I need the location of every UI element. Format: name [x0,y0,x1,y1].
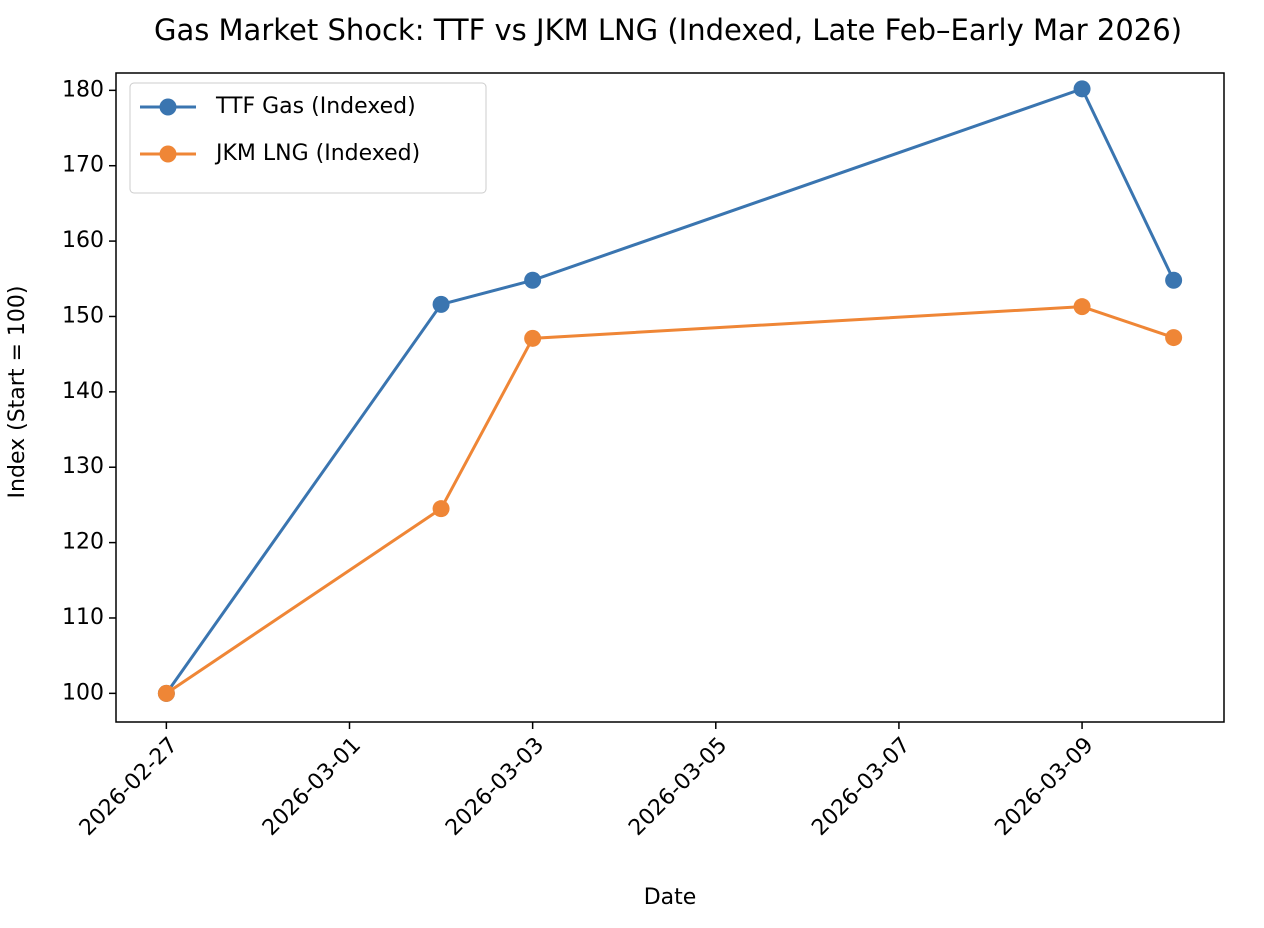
y-tick-label: 100 [62,680,104,705]
legend-label: JKM LNG (Indexed) [214,141,420,166]
data-point [1073,80,1091,98]
data-point [524,329,542,347]
x-axis-label: Date [644,885,697,910]
chart-title: Gas Market Shock: TTF vs JKM LNG (Indexe… [154,13,1182,47]
x-tick-label: 2026-02-27 [75,733,183,841]
data-point [524,271,542,289]
y-axis-label: Index (Start = 100) [5,286,30,499]
y-tick-label: 120 [62,530,104,555]
legend-box [129,82,487,194]
series-line [165,305,1175,695]
data-point [432,500,450,518]
x-tick-label: 2026-03-07 [807,733,915,841]
y-tick-label: 140 [62,379,104,404]
data-point [1165,329,1183,347]
x-tick-label: 2026-03-01 [258,733,366,841]
legend-label: TTF Gas (Indexed) [215,94,416,119]
data-point [1073,298,1091,316]
data-point [432,295,450,313]
y-tick-label: 160 [62,228,104,253]
data-point [1165,271,1183,289]
y-tick-label: 110 [62,605,104,630]
x-tick-label: 2026-03-03 [441,733,549,841]
plot-frame [115,72,1225,723]
data-point [157,684,175,702]
y-tick-label: 130 [62,454,104,479]
x-tick-label: 2026-03-09 [990,733,1098,841]
legend-marker [159,145,177,163]
y-tick-label: 180 [62,77,104,102]
y-tick-label: 150 [62,303,104,328]
x-tick-label: 2026-03-05 [624,733,732,841]
legend-marker [159,98,177,116]
y-tick-label: 170 [62,153,104,178]
